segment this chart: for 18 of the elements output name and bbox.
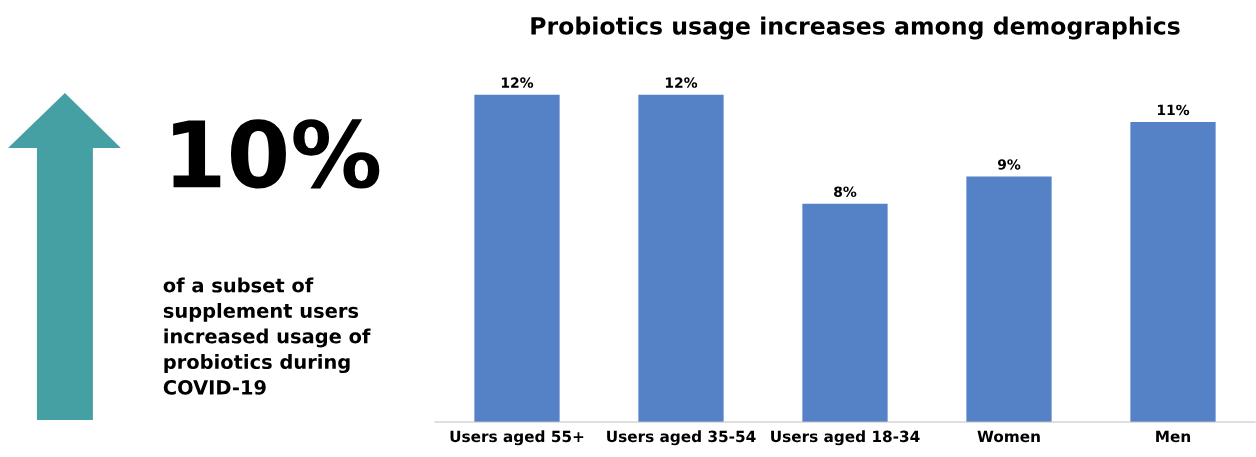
x-tick-label: Users aged 35-54: [607, 430, 756, 446]
x-tick-label: Users aged 18-34: [771, 430, 920, 446]
data-label: 12%: [501, 77, 534, 88]
data-label: 11%: [1157, 104, 1190, 116]
data-label: 12%: [665, 77, 698, 88]
data-label: 8%: [834, 186, 857, 197]
chart-title: Probiotics usage increases among demographics: [531, 16, 1180, 40]
bar: [802, 203, 888, 422]
text: 10%: [173, 119, 380, 189]
x-tick-label: Men: [1156, 430, 1191, 443]
x-tick-label: Women: [977, 430, 1040, 443]
bar: [474, 94, 560, 422]
bar: [1130, 122, 1216, 422]
bar: [966, 176, 1052, 422]
data-label: 9%: [997, 159, 1021, 170]
x-tick-label: Users aged 55+: [450, 430, 584, 446]
bar: [638, 94, 724, 422]
text: of a subset of supplement users increased usage of probiotics during COVID-19: [163, 277, 371, 395]
